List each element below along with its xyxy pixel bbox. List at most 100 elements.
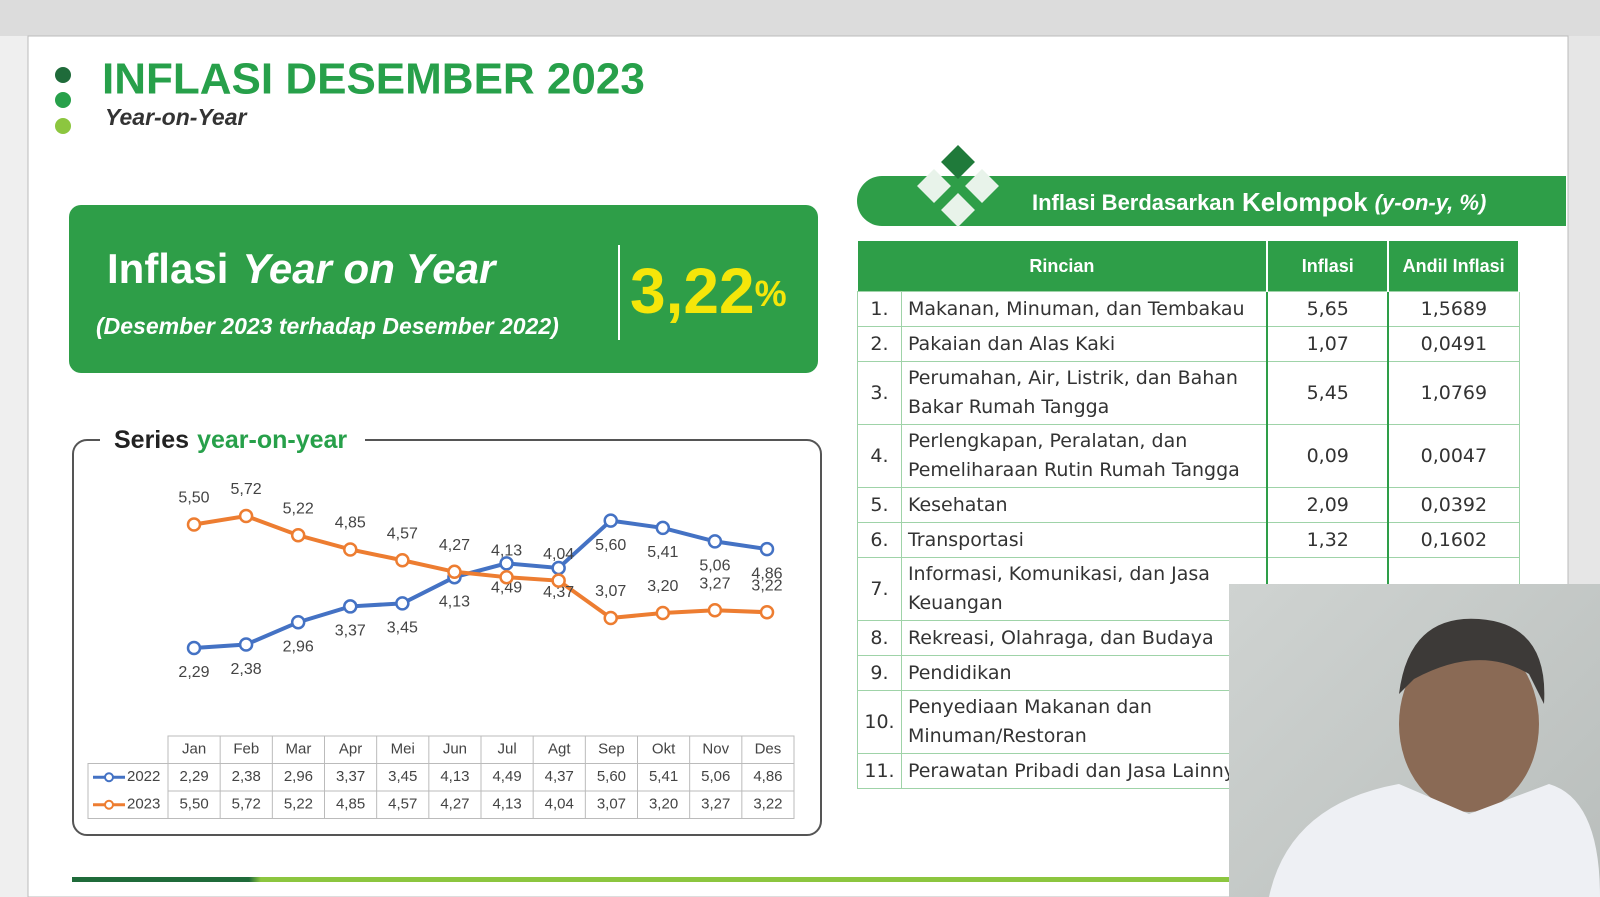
data-label: 2,38 bbox=[231, 661, 262, 678]
data-point bbox=[290, 527, 306, 543]
table-value: 5,22 bbox=[284, 796, 313, 813]
banner-strong: Kelompok bbox=[1242, 187, 1368, 217]
table-cell: 3. bbox=[857, 361, 902, 425]
headline-period: (Desember 2023 terhadap Desember 2022) bbox=[96, 313, 559, 339]
table-value: 3,07 bbox=[597, 796, 626, 813]
data-point bbox=[343, 599, 358, 614]
table-cell: 0,1602 bbox=[1387, 522, 1520, 558]
data-point bbox=[238, 637, 254, 652]
table-cell: 6. bbox=[857, 522, 902, 558]
legend-label: 2022 bbox=[127, 768, 160, 785]
group-table: Rincian Inflasi Andil Inflasi 1. Makanan,… bbox=[857, 241, 1520, 789]
category-label: Feb bbox=[233, 741, 259, 758]
table-cell: Makanan, Minuman, dan Tembakau bbox=[900, 291, 1268, 327]
table-cell: Rekreasi, Olahraga, dan Budaya bbox=[900, 620, 1268, 656]
table-cell: Kesehatan bbox=[900, 487, 1268, 523]
table-cell: 11. bbox=[857, 753, 902, 789]
table-cell: 0,0047 bbox=[1387, 424, 1520, 488]
data-label: 5,50 bbox=[178, 490, 209, 507]
legend-swatch-dot bbox=[104, 772, 114, 783]
header-row: Rincian Inflasi Andil Inflasi bbox=[857, 241, 1520, 292]
table-row: 6. Transportasi 1,32 0,1602 bbox=[857, 522, 1520, 558]
category-label: Jun bbox=[443, 741, 467, 758]
table-value: 4,86 bbox=[753, 768, 782, 785]
table-value: 2,29 bbox=[179, 768, 208, 785]
chart-title-text: Series bbox=[114, 426, 189, 454]
footer-line bbox=[72, 877, 1252, 882]
data-point bbox=[499, 569, 514, 585]
left-gutter bbox=[0, 36, 28, 897]
data-label: 4,57 bbox=[387, 525, 418, 542]
category-label: Jul bbox=[497, 741, 516, 758]
table-value: 5,50 bbox=[179, 796, 208, 813]
data-label: 4,85 bbox=[335, 515, 366, 532]
table-cell: 7. bbox=[857, 557, 902, 621]
data-label: 5,06 bbox=[699, 558, 730, 575]
data-label: 4,86 bbox=[751, 565, 782, 582]
table-cell: 8. bbox=[857, 620, 902, 656]
data-point bbox=[603, 610, 618, 626]
legend-label: 2023 bbox=[127, 796, 160, 813]
webcam-figure bbox=[1269, 618, 1600, 897]
category-label: Des bbox=[755, 741, 782, 758]
data-point bbox=[290, 614, 306, 630]
table-value: 3,22 bbox=[753, 796, 782, 813]
hair bbox=[1399, 618, 1545, 704]
table-value: 3,20 bbox=[649, 796, 678, 813]
category-label: Mar bbox=[285, 741, 311, 758]
data-point bbox=[707, 603, 723, 618]
data-label: 5,22 bbox=[283, 500, 314, 517]
table-row: 4. Perlengkapan, Peralatan, dan Pemelihar… bbox=[857, 424, 1520, 488]
data-point bbox=[759, 541, 775, 557]
headline-unit: % bbox=[755, 273, 787, 314]
data-point bbox=[551, 560, 566, 576]
table-cell: 0,0392 bbox=[1387, 487, 1520, 523]
banner-title: Inflasi Berdasarkan Kelompok (y-on-y, %) bbox=[1032, 187, 1486, 217]
data-label: 5,41 bbox=[647, 544, 678, 561]
data-label: 5,72 bbox=[231, 481, 262, 498]
chart-title-bg bbox=[100, 425, 365, 455]
table-value: 5,72 bbox=[232, 796, 261, 813]
table-cell: Perumahan, Air, Listrik, dan Bahan Bakar… bbox=[900, 361, 1268, 425]
table-cell: Transportasi bbox=[900, 522, 1268, 558]
legend-swatch-dot bbox=[104, 799, 114, 810]
table-cell: Informasi, Komunikasi, dan Jasa Keuangan bbox=[900, 557, 1268, 621]
bullet bbox=[55, 67, 71, 83]
data-point bbox=[186, 640, 202, 656]
data-label: 3,07 bbox=[595, 583, 626, 600]
table-cell: Perlengkapan, Peralatan, dan Pemeliharaa… bbox=[900, 424, 1268, 488]
banner-unit: (y-on-y, %) bbox=[1375, 190, 1487, 215]
table-cell: 1,32 bbox=[1266, 522, 1389, 558]
table-cell: Perawatan Pribadi dan Jasa Lainnya bbox=[900, 753, 1268, 789]
table-value: 2,96 bbox=[284, 768, 313, 785]
webcam-overlay bbox=[1229, 584, 1600, 897]
table-cell: 0,09 bbox=[1266, 424, 1389, 488]
data-point bbox=[707, 534, 723, 549]
toolbar bbox=[0, 0, 1600, 36]
line-chart: 2,29 2,38 2,96 3,37 3,45 4,13 4,49 4,37 5,60 5,41… bbox=[87, 481, 795, 819]
data-point bbox=[343, 542, 358, 557]
table-cell: 1,07 bbox=[1266, 326, 1389, 362]
table-value: 4,57 bbox=[388, 796, 417, 813]
data-label: 3,22 bbox=[751, 577, 782, 594]
headline-number: 3,22 bbox=[630, 255, 755, 327]
table-row: 5. Kesehatan 2,09 0,0392 bbox=[857, 487, 1520, 523]
data-point bbox=[395, 596, 410, 611]
data-label: 4,13 bbox=[491, 542, 522, 559]
chart-frame bbox=[72, 439, 822, 836]
data-label: 3,27 bbox=[699, 576, 730, 593]
table-value: 4,13 bbox=[492, 796, 521, 813]
data-point bbox=[447, 564, 462, 580]
table-value: 3,45 bbox=[388, 768, 417, 785]
bullet bbox=[55, 92, 71, 108]
data-label: 4,13 bbox=[439, 593, 470, 610]
data-point bbox=[499, 556, 514, 571]
category-label: Jan bbox=[182, 741, 206, 758]
table-cell: 5,45 bbox=[1266, 361, 1389, 425]
data-label: 4,04 bbox=[543, 546, 574, 563]
data-point bbox=[759, 604, 775, 620]
table-value: 4,37 bbox=[545, 768, 574, 785]
table-value: 4,04 bbox=[545, 796, 574, 813]
table-row: 2. Pakaian dan Alas Kaki 1,07 0,0491 bbox=[857, 326, 1520, 362]
